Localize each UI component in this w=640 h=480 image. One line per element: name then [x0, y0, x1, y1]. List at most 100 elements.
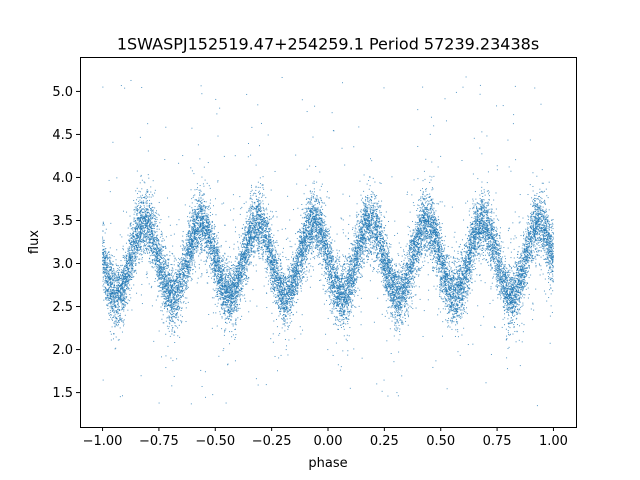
data-point	[223, 309, 225, 311]
data-point	[516, 313, 518, 315]
data-point	[365, 213, 367, 215]
data-point	[363, 240, 365, 242]
data-point	[304, 229, 306, 231]
data-point	[383, 241, 385, 243]
data-point	[310, 235, 312, 237]
data-point	[232, 293, 234, 295]
data-point	[290, 300, 292, 302]
data-point	[169, 306, 171, 308]
data-point	[108, 319, 110, 321]
data-point	[400, 282, 402, 284]
data-point	[520, 268, 522, 270]
data-point	[303, 242, 305, 244]
data-point	[292, 277, 294, 279]
data-point	[124, 280, 126, 282]
data-point	[364, 234, 366, 236]
data-point	[499, 276, 501, 278]
data-point	[511, 295, 513, 297]
data-point	[421, 266, 423, 268]
data-point	[330, 249, 332, 251]
data-point	[488, 245, 490, 247]
data-point	[331, 285, 333, 287]
data-point	[416, 223, 418, 225]
data-point	[252, 208, 254, 210]
data-point	[231, 292, 233, 294]
data-point	[156, 217, 158, 219]
data-point	[413, 238, 415, 240]
data-point	[223, 202, 225, 204]
data-point	[359, 252, 361, 254]
data-point	[457, 250, 459, 252]
data-point	[160, 290, 162, 292]
data-point	[292, 274, 294, 276]
data-point	[123, 307, 125, 309]
data-point	[526, 236, 528, 238]
data-point	[164, 271, 166, 273]
data-point	[386, 270, 388, 272]
data-point	[418, 259, 420, 261]
data-point	[147, 208, 149, 210]
data-point	[346, 302, 348, 304]
data-point	[350, 276, 352, 278]
data-point	[373, 268, 375, 270]
data-point	[390, 299, 392, 301]
data-point	[477, 253, 479, 255]
data-point	[504, 292, 506, 294]
data-point	[240, 244, 242, 246]
data-point	[351, 273, 353, 275]
data-point	[160, 248, 162, 250]
data-point	[373, 267, 375, 269]
data-point	[259, 192, 261, 194]
data-point	[272, 254, 274, 256]
data-point	[540, 269, 542, 271]
data-point	[206, 232, 208, 234]
data-point	[116, 275, 118, 277]
data-point	[171, 272, 173, 274]
data-point	[345, 284, 347, 286]
data-point	[141, 257, 143, 259]
data-point	[200, 215, 202, 217]
data-point	[382, 242, 384, 244]
data-point	[468, 267, 470, 269]
data-point	[461, 294, 463, 296]
data-point	[133, 213, 135, 215]
data-point	[286, 288, 288, 290]
data-point	[535, 213, 537, 215]
data-point	[414, 239, 416, 241]
data-point	[531, 217, 533, 219]
data-point	[131, 274, 133, 276]
data-point	[119, 313, 121, 315]
data-point	[496, 276, 498, 278]
data-point	[246, 215, 248, 217]
data-point	[502, 278, 504, 280]
data-point	[552, 256, 554, 258]
data-point	[262, 239, 264, 241]
data-point	[247, 234, 249, 236]
data-point	[238, 276, 240, 278]
data-point	[455, 91, 457, 93]
data-point	[192, 220, 194, 222]
data-point	[433, 234, 435, 236]
data-point	[201, 232, 203, 234]
data-point	[428, 289, 430, 291]
data-point	[227, 275, 229, 277]
data-point	[346, 299, 348, 301]
data-point	[121, 320, 123, 322]
data-point	[103, 263, 105, 265]
data-point	[347, 256, 349, 258]
data-point	[282, 280, 284, 282]
data-point	[249, 233, 251, 235]
data-point	[249, 206, 251, 208]
data-point	[375, 218, 377, 220]
data-point	[326, 234, 328, 236]
data-point	[476, 223, 478, 225]
data-point	[277, 370, 278, 372]
data-point	[148, 252, 150, 254]
data-point	[538, 254, 540, 256]
data-point	[270, 244, 272, 246]
data-point	[427, 208, 429, 210]
data-point	[437, 245, 439, 247]
data-point	[464, 277, 466, 279]
data-point	[538, 226, 540, 228]
data-point	[365, 244, 367, 246]
